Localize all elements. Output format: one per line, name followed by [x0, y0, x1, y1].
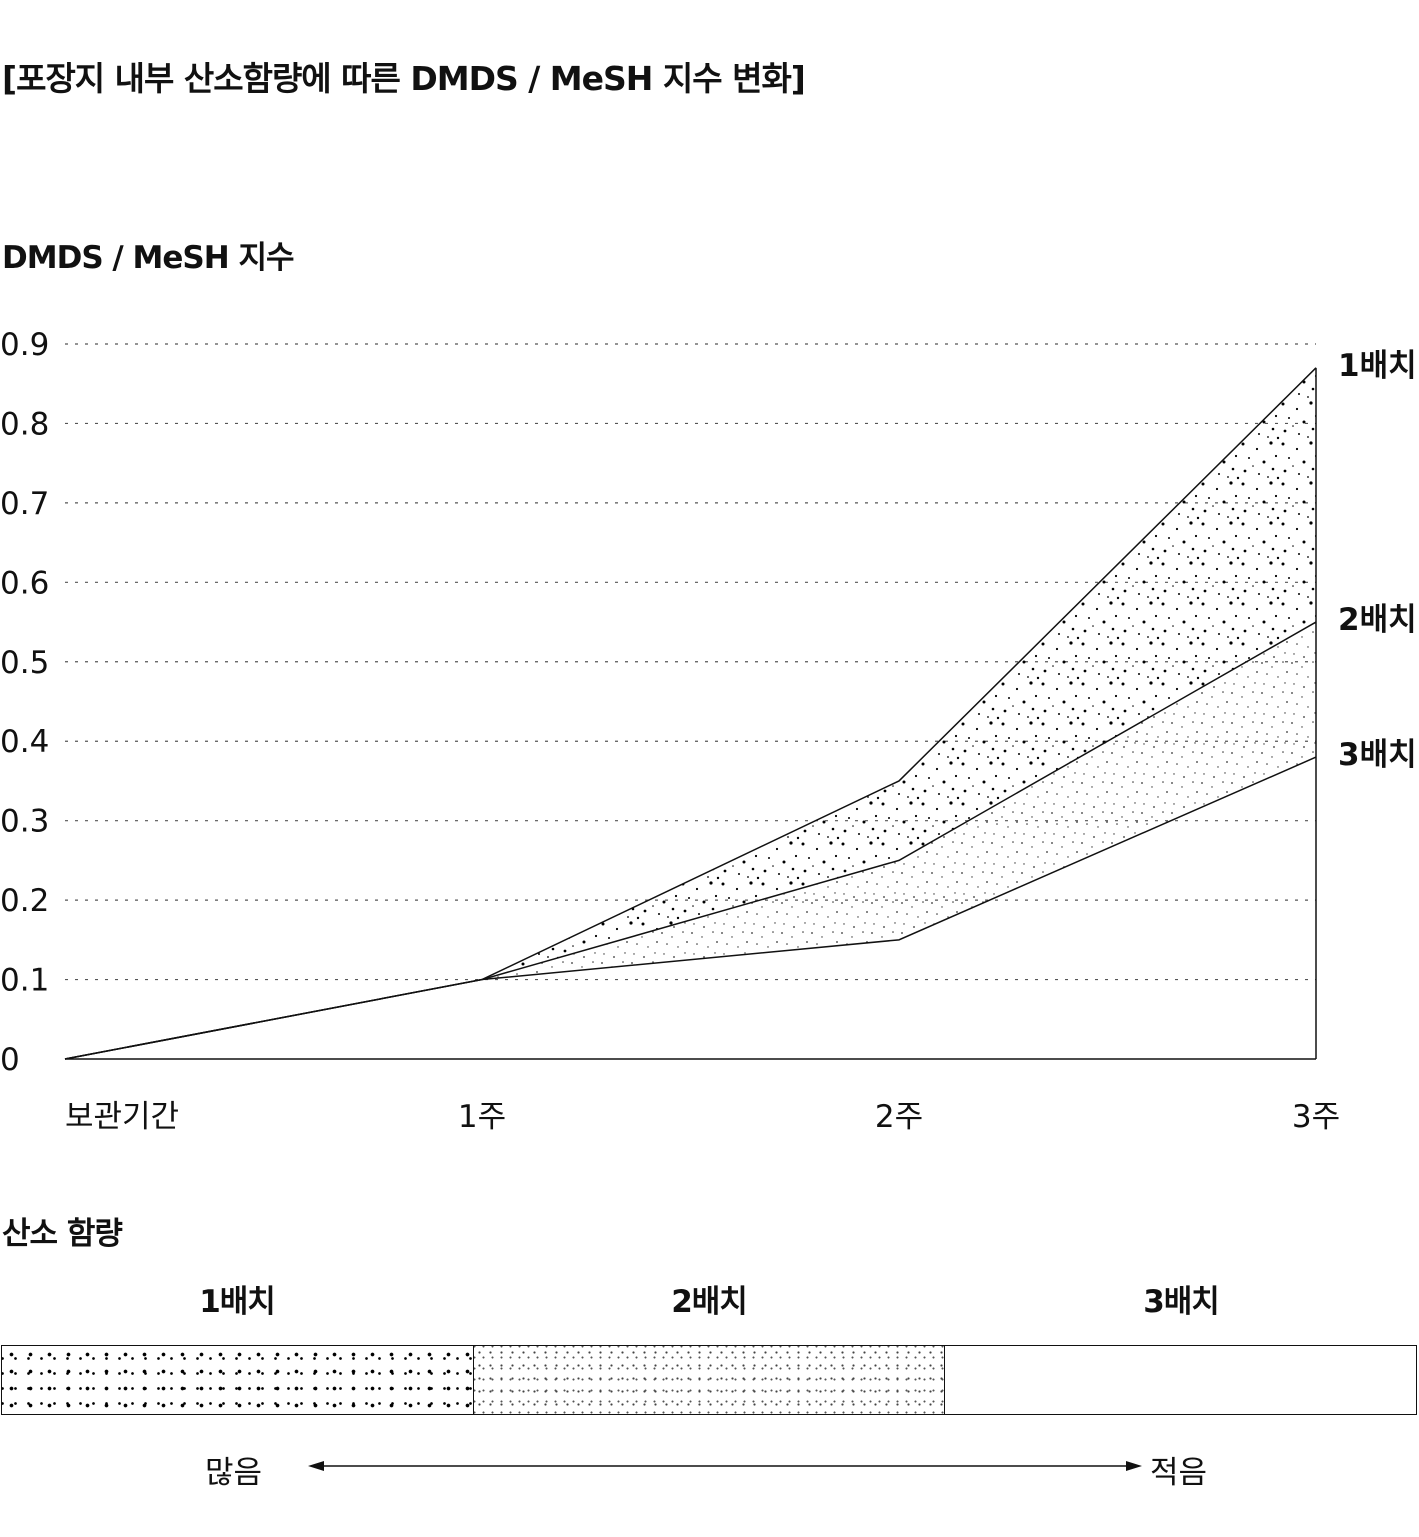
oxygen-legend-bar [1, 1345, 1417, 1415]
y-tick-label: 0.5 [0, 645, 49, 681]
series-label-batch-3: 3배치 [1338, 737, 1417, 773]
y-tick-label: 0.6 [0, 565, 49, 601]
chart: 0 0.1 0.2 0.3 0.4 0.5 0.6 0.7 0.8 0.9 보관기간 1주 2주 3주 1배… [0, 327, 1417, 1135]
y-tick-label: 0.2 [0, 883, 49, 919]
legend-label-batch-3: 3배치 [1143, 1284, 1220, 1320]
x-tick-label: 보관기간 [65, 1099, 179, 1135]
y-tick-label: 0.8 [0, 406, 49, 442]
legend-swatch-batch-1 [2, 1346, 473, 1414]
y-tick-label: 0.3 [0, 804, 49, 840]
y-tick-label: 0.4 [0, 724, 49, 760]
y-tick-label: 0.1 [0, 963, 49, 999]
series-line-batch-3 [64, 756, 1317, 1060]
y-tick-label: 0.7 [0, 486, 49, 522]
area-band [65, 622, 1316, 1059]
x-tick-label: 2주 [875, 1099, 923, 1135]
series-label-batch-2: 2배치 [1338, 602, 1417, 638]
legend-label-batch-2: 2배치 [671, 1284, 748, 1320]
double-arrow-icon [308, 1461, 1142, 1471]
x-tick-label: 1주 [458, 1099, 506, 1135]
scale-label-few: 적음 [1150, 1455, 1208, 1491]
x-tick-label: 3주 [1292, 1099, 1340, 1135]
y-tick-label: 0.9 [0, 327, 49, 363]
scale-label-many: 많음 [205, 1455, 263, 1491]
page-title: [포장지 내부 산소함량에 따른 DMDS / MeSH 지수 변화] [2, 59, 806, 98]
oxygen-content-title: 산소 함량 [2, 1216, 123, 1252]
y-axis-title: DMDS / MeSH 지수 [2, 240, 295, 276]
legend-swatch-batch-3 [944, 1346, 1417, 1414]
area-band [65, 367, 1316, 1059]
legend-label-batch-1: 1배치 [199, 1284, 276, 1320]
series-label-batch-1: 1배치 [1338, 348, 1417, 384]
legend-swatch-batch-2 [472, 1346, 945, 1414]
y-tick-label: 0 [0, 1042, 20, 1078]
